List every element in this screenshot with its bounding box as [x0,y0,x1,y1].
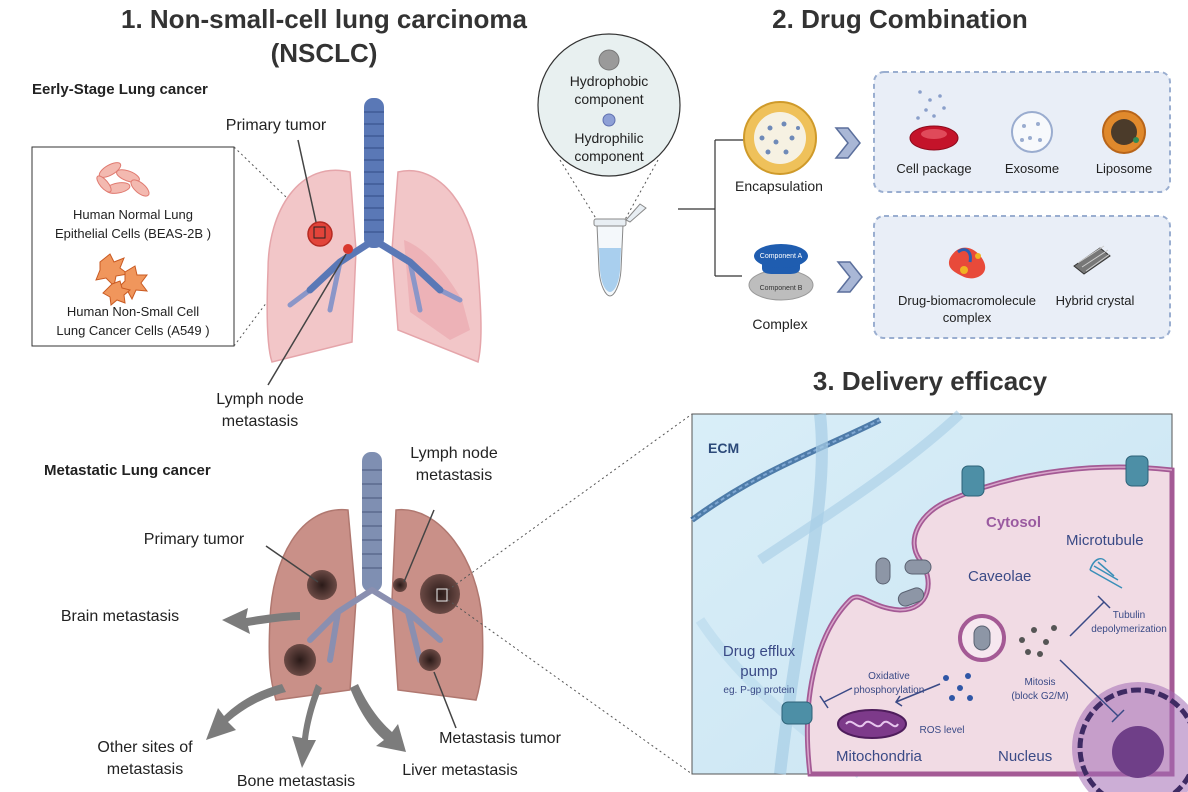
liposome-icon [1102,110,1146,154]
early-primary-tumor-label: Primary tumor [225,117,327,134]
combination-bracket [678,139,750,277]
hydrophilic-label-line2: component [574,148,644,164]
mitosis-label-line1: Mitosis [1024,677,1056,688]
met-lymph-pointer [403,509,435,583]
metastatic-lungs-icon [268,452,484,701]
metastatic-heading: Metastatic Lung cancer [44,462,211,479]
component-a-label: Component A [759,253,803,260]
nucleus-label: Nucleus [998,748,1053,765]
exosome-label: Exosome [1004,161,1060,176]
caveolae-label: Caveolae [968,568,1032,585]
primary-tumor-pointer [297,139,317,223]
delivery-panel [690,410,1188,792]
section2-title: 2. Drug Combination [772,4,1028,34]
early-stage-heading: Eerly-Stage Lung cancer [32,81,208,98]
early-lymph-label-line1: Lymph node [216,391,304,408]
oxidative-label-line1: Oxidative [868,671,910,682]
cell-package-icon [909,90,959,151]
drug-biomacromolecule-icon [948,247,986,279]
section1-title-line2: (NSCLC) [270,38,378,68]
tubulin-label-line1: Tubulin [1112,610,1146,621]
cancer-cells-label-line2: Lung Cancer Cells (A549 ) [56,323,210,338]
cancer-cells-icon [95,253,149,306]
efflux-label-line2: pump [740,663,778,680]
dbc-label-line1: Drug-biomacromolecule [898,293,1036,308]
metastasis-arrows [206,608,406,768]
zoom-line-met-top [447,413,693,591]
component-magnifier [537,33,681,177]
microtubule-label: Microtubule [1066,532,1144,549]
hydrophobic-label-line2: component [574,91,644,107]
met-primary-tumor-label: Primary tumor [143,531,245,548]
section1-title-line1: 1. Non-small-cell lung carcinoma [121,4,527,34]
metastasis-tumor-label: Metastasis tumor [439,730,561,747]
hydrophilic-label-line1: Hydrophilic [574,130,644,146]
ros-label: ROS level [919,725,965,736]
component-b-label: Component B [759,285,803,292]
met-primary-pointer [265,545,319,583]
normal-cells-label-line1: Human Normal Lung [73,207,193,222]
mitosis-label-line2: (block G2/M) [1011,691,1069,702]
met-lymph-label-line2: metastasis [415,467,493,484]
early-lymph-label-line2: metastasis [221,413,299,430]
hybrid-crystal-icon [1073,245,1111,275]
lymph-pointer [267,253,347,386]
magnifier-line-right [621,159,659,226]
hydrophobic-icon [598,49,620,71]
exosome-icon [1011,111,1053,153]
mitochondria-label: Mitochondria [836,748,922,765]
chevron-right-icon [834,127,861,159]
brain-metastasis-label: Brain metastasis [60,608,180,625]
early-lungs-icon [266,98,482,364]
complex-icon [748,244,814,301]
hybrid-crystal-label: Hybrid crystal [1055,293,1135,308]
other-sites-label-line1: Other sites of [97,739,193,756]
chevron-right-icon [836,261,863,293]
tubulin-label-line2: depolymerization [1091,624,1167,635]
hydrophobic-label-line1: Hydrophobic [569,73,649,89]
efflux-label-line1: Drug efflux [722,643,796,660]
cancer-cells-label-line1: Human Non-Small Cell [66,304,200,319]
complex-label: Complex [752,316,808,332]
encapsulation-label: Encapsulation [735,178,823,194]
complex-panel [873,215,1171,339]
dbc-label-line2: complex [942,310,992,325]
ecm-label: ECM [708,440,740,456]
met-lymph-label-line1: Lymph node [410,445,498,462]
tube-icon [593,203,647,297]
oxidative-label-line2: phosphorylation [853,685,925,696]
bone-metastasis-label: Bone metastasis [236,773,356,790]
encapsulation-icon [743,101,817,175]
normal-cells-icon [96,162,150,197]
normal-cells-label-line2: Epithelial Cells (BEAS-2B ) [54,226,212,241]
efflux-label-line3: eg. P-gp protein [723,685,795,696]
cell-package-label: Cell package [896,161,972,176]
section3-title: 3. Delivery efficacy [812,366,1048,396]
liver-metastasis-label: Liver metastasis [402,762,518,779]
cytosol-label: Cytosol [986,514,1042,531]
hydrophilic-icon [602,113,616,127]
other-sites-label-line2: metastasis [106,761,184,778]
liposome-label: Liposome [1095,161,1153,176]
met-tumor-pointer [433,671,457,729]
